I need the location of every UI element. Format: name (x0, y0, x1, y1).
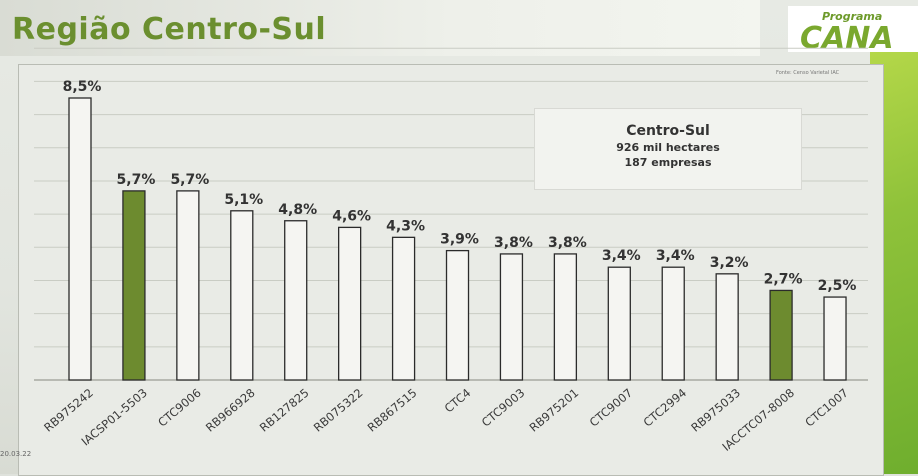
value-label-RB867515: 4,3% (386, 218, 425, 234)
category-label-CTC9006: CTC9006 (155, 386, 204, 430)
category-label-RB966928: RB966928 (203, 386, 258, 435)
value-label-CTC9007: 3,4% (602, 248, 641, 264)
bar-RB867515 (391, 236, 416, 381)
bar-RB975201 (553, 253, 578, 381)
bar-IACCTC07-8008 (769, 289, 793, 381)
category-label-CTC9007: CTC9007 (587, 386, 636, 430)
bar-IACSP01-5503 (122, 190, 146, 381)
bar-RB127825 (284, 220, 308, 381)
footer-mark: 20.03.22 (0, 450, 32, 458)
region-info-title: Centro-Sul (626, 123, 710, 139)
value-label-RB966928: 5,1% (224, 192, 263, 208)
value-label-IACCTC07-8008: 2,7% (764, 271, 803, 287)
bar-RB975033 (715, 273, 739, 381)
value-label-RB075322: 4,6% (332, 208, 371, 224)
bar-RB966928 (230, 210, 254, 381)
region-info-area: 926 mil hectares (616, 141, 720, 154)
bars (68, 97, 847, 381)
logo-big-text: CANA (800, 21, 894, 54)
category-label-CTC4: CTC4 (442, 386, 474, 416)
bar-RB075322 (337, 226, 362, 381)
value-label-IACSP01-5503: 5,7% (117, 172, 156, 188)
category-label-CTC2994: CTC2994 (641, 386, 690, 430)
bar-CTC9007 (607, 266, 631, 381)
source-note: Fonte: Censo Varietal IAC (776, 70, 840, 76)
value-label-RB975033: 3,2% (710, 255, 749, 271)
title-band (0, 0, 760, 56)
slide-title: Região Centro-Sul (12, 12, 327, 47)
value-labels: 8,5% 5,7% 5,7% 5,1% 4,8% 4,6% 4,3% 3,9% 3,8% 3,8%… (63, 79, 857, 294)
category-label-RB975033: RB975033 (688, 386, 743, 435)
value-label-RB975242: 8,5% (63, 79, 102, 95)
category-label-CTC9003: CTC9003 (479, 386, 528, 430)
region-info-box: Centro-Sul 926 mil hectares 187 empresas (534, 108, 802, 190)
value-label-CTC9003: 3,8% (494, 235, 533, 251)
value-label-RB127825: 4,8% (278, 202, 317, 218)
category-label-RB867515: RB867515 (365, 386, 420, 435)
region-info-companies: 187 empresas (624, 156, 712, 169)
value-label-CTC9006: 5,7% (170, 172, 209, 188)
bar-CTC1007 (823, 296, 847, 381)
bar-CTC2994 (661, 266, 685, 381)
bar-RB975242 (68, 97, 92, 381)
value-label-CTC1007: 2,5% (818, 278, 857, 294)
programa-cana-logo: Programa CANA (778, 4, 918, 56)
category-label-RB975242: RB975242 (41, 386, 96, 435)
logo-small-text: Programa (822, 10, 882, 23)
category-label-RB075322: RB075322 (311, 386, 366, 435)
logo-background (788, 6, 918, 52)
category-label-RB127825: RB127825 (257, 386, 312, 435)
value-label-RB975201: 3,8% (548, 235, 587, 251)
bar-CTC4 (445, 249, 470, 381)
category-label-CTC1007: CTC1007 (802, 386, 851, 430)
bar-CTC9006 (176, 190, 200, 381)
value-label-CTC4: 3,9% (440, 232, 479, 248)
bar-CTC9003 (499, 253, 524, 381)
value-label-CTC2994: 3,4% (656, 248, 695, 264)
category-label-RB975201: RB975201 (527, 386, 582, 435)
